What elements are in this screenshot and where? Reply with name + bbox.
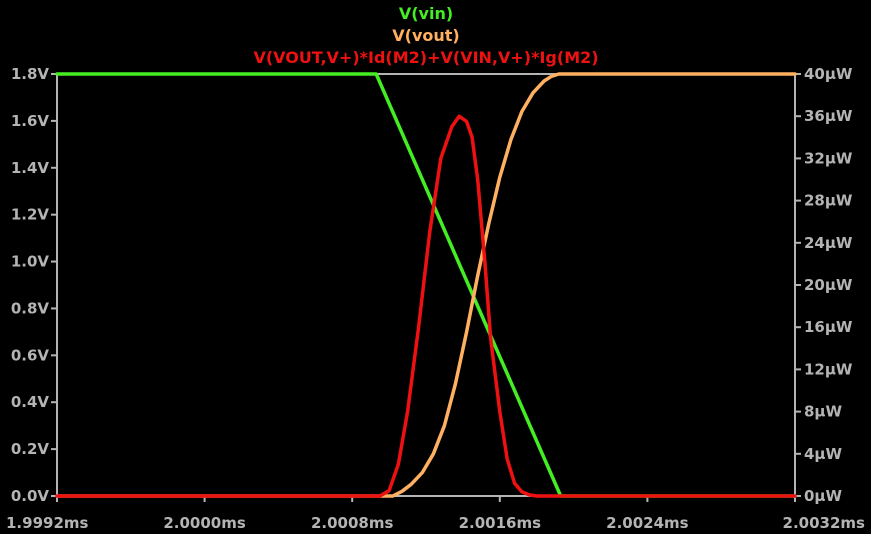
legend-entry-1: V(vin) — [399, 4, 453, 23]
y2-tick-label: 0µW — [804, 487, 842, 505]
y2-tick-label: 4µW — [804, 445, 842, 463]
y2-tick-label: 32µW — [804, 149, 853, 167]
y-tick-label: 0.0V — [11, 487, 50, 505]
y-tick-label: 1.8V — [11, 65, 50, 83]
y2-tick-label: 8µW — [804, 403, 842, 421]
y2-tick-label: 12µW — [804, 360, 853, 378]
y2-tick-label: 24µW — [804, 234, 853, 252]
plot-axes — [51, 73, 801, 502]
y-tick-label: 1.6V — [11, 112, 50, 130]
y2-tick-label: 36µW — [804, 107, 853, 125]
x-tick-label: 2.0024ms — [606, 514, 689, 532]
y-tick-label: 0.4V — [11, 393, 50, 411]
series-line-3 — [55, 114, 797, 498]
series-line-1 — [55, 72, 797, 498]
x-tick-label: 2.0032ms — [783, 514, 866, 532]
y-tick-label: 1.4V — [11, 159, 50, 177]
legend: V(vin) V(vout) V(VOUT,V+)*Id(M2)+V(VIN,V+)… — [253, 4, 598, 67]
y-tick-label: 0.8V — [11, 299, 50, 317]
y2-tick-label: 16µW — [804, 318, 853, 336]
legend-entry-3: V(VOUT,V+)*Id(M2)+V(VIN,V+)*Ig(M2) — [253, 48, 598, 67]
plot-frame — [56, 73, 796, 497]
x-tick-label: 2.0008ms — [311, 514, 394, 532]
y2-tick-label: 40µW — [804, 65, 853, 83]
series-lines — [55, 72, 797, 498]
y-tick-label: 1.0V — [11, 253, 50, 271]
x-tick-label: 2.0016ms — [459, 514, 542, 532]
y-tick-label: 0.2V — [11, 440, 50, 458]
legend-entry-2: V(vout) — [392, 26, 459, 45]
x-tick-label: 1.9992ms — [6, 514, 89, 532]
x-tick-label: 2.0000ms — [163, 514, 246, 532]
series-line-2 — [55, 72, 797, 498]
y2-tick-label: 28µW — [804, 192, 853, 210]
tick-labels: 0.0V 0.2V 0.4V 0.6V 0.8V 1.0V 1.2V 1.4V 1.6V 1.8V… — [6, 65, 865, 532]
y2-tick-label: 20µW — [804, 276, 853, 294]
y-tick-label: 0.6V — [11, 346, 50, 364]
y-tick-label: 1.2V — [11, 206, 50, 224]
